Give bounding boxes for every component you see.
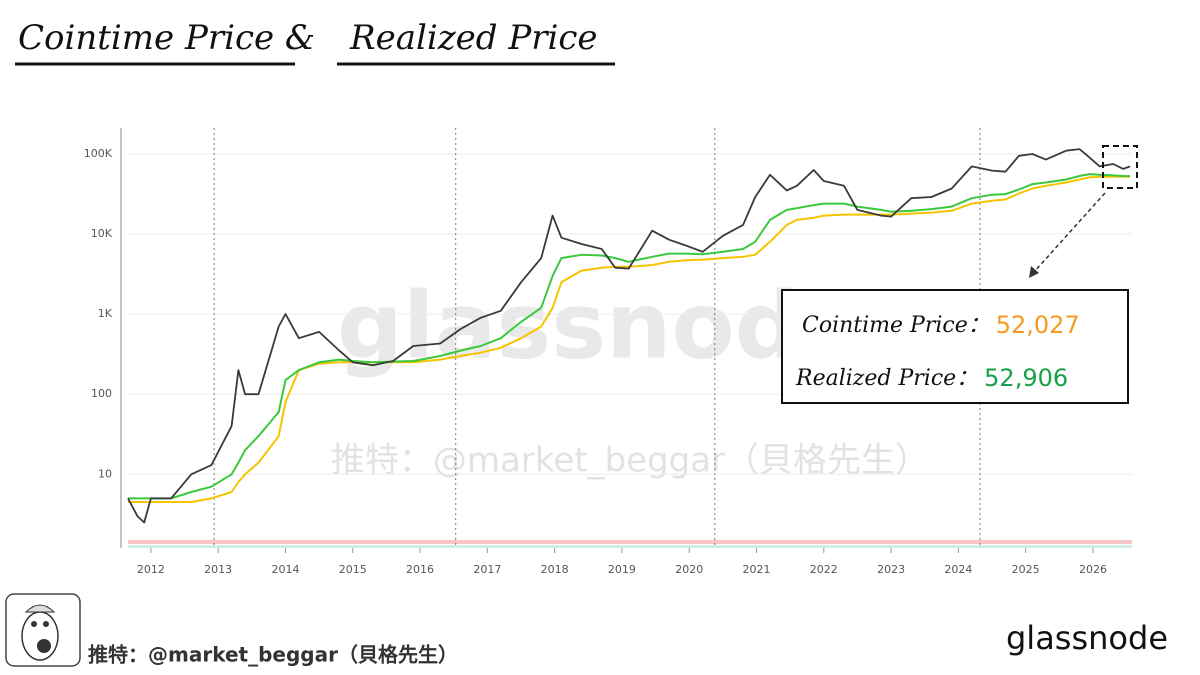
footer-logo: glassnode [1006,619,1168,657]
x-tick-label: 2019 [608,563,636,576]
series-line [128,175,1130,503]
x-tick-label: 2016 [406,563,434,576]
x-tick-label: 2015 [339,563,367,576]
footer-text: 推特：@market_beggar（貝格先生） [88,643,458,667]
x-tick-label: 2023 [877,563,905,576]
x-tick-label: 2022 [810,563,838,576]
x-tick-label: 2013 [204,563,232,576]
chart-title: Cointime Price & [18,18,315,58]
y-tick-label: 10K [91,227,113,240]
bottom-band [128,540,1132,544]
bottom-band [128,545,1132,548]
y-tick-label: 1K [98,307,113,320]
x-tick-label: 2018 [541,563,569,576]
annotation-box [781,289,1129,404]
y-tick-label: 100K [84,147,113,160]
x-tick-label: 2017 [473,563,501,576]
arrow-head [1029,266,1039,278]
arrow [1033,192,1106,273]
annotation-group: Cointime Price： 52,027 Realized Price： 52,9… [795,311,1080,392]
avatar [5,593,81,667]
x-tick-label: 2024 [944,563,972,576]
x-tick-label: 2025 [1012,563,1040,576]
annotation-text: Cointime Price： [802,313,990,338]
series-line [127,148,1131,524]
x-tick-label: 2021 [743,563,771,576]
annotation-value: 52,027 [996,311,1080,339]
y-tick-label: 10 [98,467,112,480]
x-tick-label: 2026 [1079,563,1107,576]
y-tick-label: 100 [91,387,112,400]
chart-title-2: Realized Price [349,18,598,58]
annotation-value: 52,906 [984,364,1068,392]
x-tick-label: 2020 [675,563,703,576]
series-line [128,173,1131,500]
x-tick-label: 2012 [137,563,165,576]
x-tick-label: 2014 [271,563,299,576]
plot: 100K 10K 1K 100 10 2012 2013 2014 2015 2016 2017 20… [84,128,1132,576]
annotation-text: Realized Price： [795,366,978,391]
highlight-box [1102,145,1138,189]
